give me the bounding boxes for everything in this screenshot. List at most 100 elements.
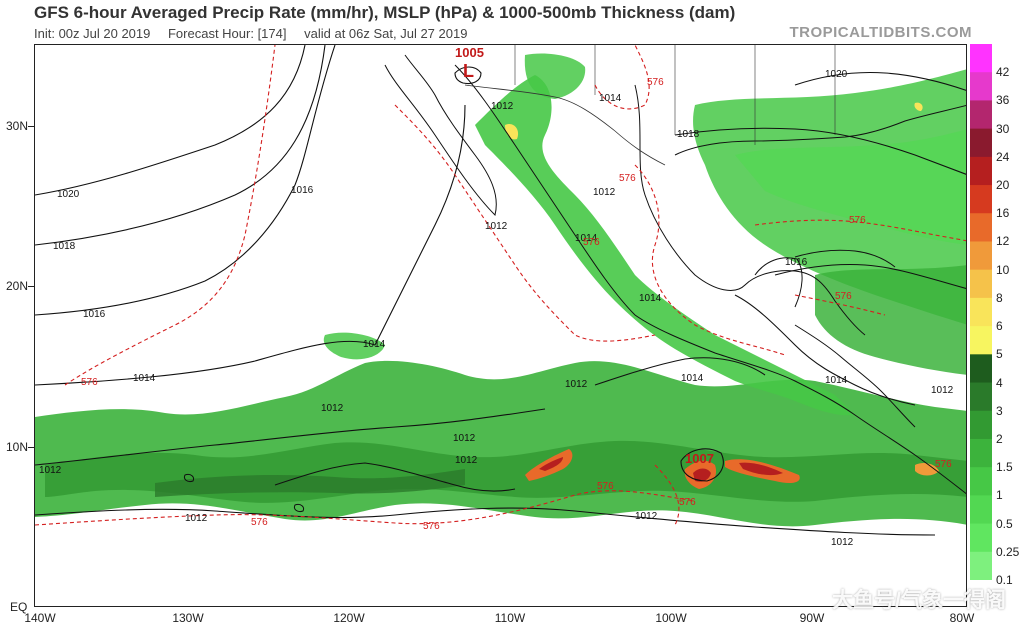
thickness-label: 576 bbox=[935, 459, 952, 470]
isobar-label: 1014 bbox=[575, 233, 598, 244]
lon-label-90w: 90W bbox=[799, 611, 825, 625]
colorbar-swatch bbox=[970, 467, 992, 496]
thickness-labels: 576 576 576 576 576 576 576 576 576 576 … bbox=[81, 77, 952, 532]
colorbar-label: 8 bbox=[996, 290, 1003, 305]
border-us-mexico bbox=[464, 84, 666, 166]
precip-core-d bbox=[915, 463, 939, 476]
weather-map[interactable]: 1020 1018 1016 1014 1012 1012 1012 1014 … bbox=[34, 44, 967, 607]
coastline-layer bbox=[184, 45, 966, 512]
lon-label-80w: 80W bbox=[949, 611, 975, 625]
isobar-layer bbox=[35, 45, 966, 536]
colorbar-labels: 42 36 30 24 20 16 12 10 8 6 5 4 3 2 1.5 1 0.5 0.25 0.1 bbox=[996, 44, 1024, 587]
precip-east-pac bbox=[323, 332, 385, 360]
isobar-1014 bbox=[35, 104, 466, 386]
pressure-centers: 1005 L 1007 bbox=[455, 45, 714, 466]
coast-us-gulf bbox=[674, 104, 966, 156]
isobar-label: 1014 bbox=[133, 373, 156, 384]
lat-tick bbox=[28, 447, 34, 448]
lat-label-eq: EQ bbox=[10, 600, 28, 614]
isobar-label: 1012 bbox=[321, 403, 344, 414]
isobar-label: 1016 bbox=[291, 185, 314, 196]
colorbar-swatch bbox=[970, 44, 992, 73]
isobar-label: 1012 bbox=[593, 187, 616, 198]
coast-baja bbox=[384, 54, 497, 216]
lon-label-110w: 110W bbox=[494, 611, 526, 625]
colorbar-label: 30 bbox=[996, 121, 1010, 136]
lat-label-10n: 10N bbox=[6, 440, 29, 454]
isobar-label: 1018 bbox=[53, 241, 76, 252]
island-hawaii-region bbox=[184, 474, 304, 512]
thickness-label: 576 bbox=[597, 481, 614, 492]
isobar-1012-a bbox=[35, 408, 546, 466]
lon-label-130w: 130W bbox=[172, 611, 204, 625]
isobar-1012-b bbox=[274, 462, 516, 492]
colorbar-label: 6 bbox=[996, 319, 1003, 334]
colorbar-label: 0.1 bbox=[996, 573, 1013, 587]
colorbar-swatch bbox=[970, 382, 992, 412]
isobar-label: 1012 bbox=[453, 433, 476, 444]
thickness-label: 576 bbox=[679, 497, 696, 508]
colorbar-label: 10 bbox=[996, 262, 1010, 277]
isobar-label: 1012 bbox=[39, 465, 62, 476]
coast-cuba bbox=[794, 249, 896, 268]
colorbar-swatch bbox=[970, 551, 992, 580]
thickness-label: 576 bbox=[81, 377, 98, 388]
colorbar-swatch bbox=[970, 410, 992, 440]
isobar-label: 1012 bbox=[491, 101, 514, 112]
isobar-label: 1018 bbox=[677, 129, 700, 140]
colorbar-swatch bbox=[970, 438, 992, 468]
lat-label-30n: 30N bbox=[6, 119, 29, 133]
coast-yucatan bbox=[754, 257, 803, 308]
isobar-labels: 1020 1018 1016 1014 1012 1012 1012 1014 … bbox=[39, 69, 954, 548]
colorbar-swatch bbox=[970, 297, 992, 327]
coast-gulf bbox=[634, 84, 866, 336]
isobar-label: 1012 bbox=[455, 455, 478, 466]
colorbar-swatch bbox=[970, 72, 992, 101]
isobar-label: 1014 bbox=[681, 373, 704, 384]
coast-mexico-west bbox=[454, 64, 966, 495]
colorbar-label: 20 bbox=[996, 178, 1010, 193]
colorbar-label: 16 bbox=[996, 206, 1010, 221]
colorbar-label: 36 bbox=[996, 93, 1010, 108]
colorbar-swatch bbox=[970, 269, 992, 299]
colorbar-swatch bbox=[970, 100, 992, 130]
valid-time: valid at 06z Sat, Jul 27 2019 bbox=[304, 26, 468, 41]
lat-tick bbox=[28, 286, 34, 287]
isobar-1007 bbox=[680, 448, 724, 482]
coast-central-america bbox=[794, 324, 916, 428]
lon-label-100w: 100W bbox=[655, 611, 687, 625]
forecast-hour: Forecast Hour: [174] bbox=[167, 26, 287, 41]
init-time: Init: 00z Jul 20 2019 bbox=[34, 26, 151, 41]
thickness-576-c bbox=[394, 104, 656, 342]
precip-core-a-inner bbox=[539, 457, 563, 471]
isobar-1012-c bbox=[594, 357, 766, 386]
map-title: GFS 6-hour Averaged Precip Rate (mm/hr),… bbox=[34, 3, 736, 22]
isobar-label: 1014 bbox=[363, 339, 386, 350]
colorbar-label: 3 bbox=[996, 403, 1003, 418]
precip-caribbean bbox=[815, 265, 966, 375]
colorbar-label: 0.5 bbox=[996, 516, 1013, 531]
thickness-label: 576 bbox=[583, 237, 600, 248]
thickness-576-d bbox=[634, 164, 786, 356]
isobar-label: 1020 bbox=[825, 69, 848, 80]
isobar-1005 bbox=[454, 66, 482, 85]
map-subtitle: Init: 00z Jul 20 2019 Forecast Hour: [17… bbox=[34, 26, 481, 41]
thickness-576-h bbox=[654, 464, 680, 526]
colorbar-swatch bbox=[970, 156, 992, 186]
isobar-1020 bbox=[35, 45, 306, 196]
thickness-label: 576 bbox=[647, 77, 664, 88]
isobar-1016 bbox=[35, 45, 336, 316]
thickness-576-g bbox=[794, 294, 886, 316]
precip-gulf-inner bbox=[735, 129, 966, 245]
precip-itcz-dark bbox=[155, 469, 465, 497]
isobar-label: 1016 bbox=[83, 309, 106, 320]
precip-core-f bbox=[914, 102, 923, 111]
thickness-576-b bbox=[35, 490, 696, 526]
thickness-576-a bbox=[64, 45, 276, 386]
low-center-value: 1005 bbox=[455, 45, 484, 60]
precip-layer bbox=[35, 53, 966, 527]
colorbar-swatch bbox=[970, 213, 992, 242]
colorbar-label: 1.5 bbox=[996, 460, 1013, 475]
lon-label-120w: 120W bbox=[333, 611, 365, 625]
isobar-label: 1014 bbox=[825, 375, 848, 386]
